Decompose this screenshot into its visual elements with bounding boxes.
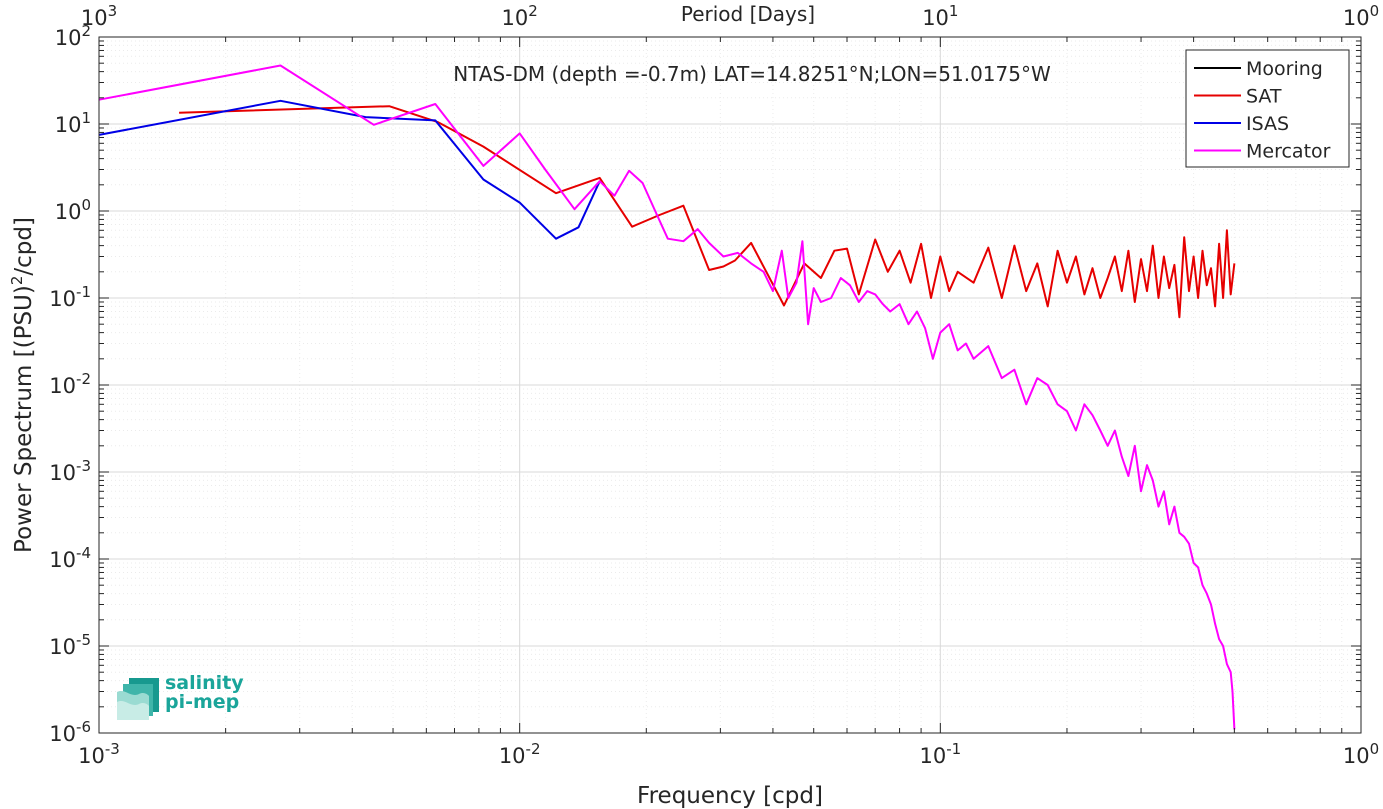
y-tick-label: 101 — [55, 109, 91, 137]
logo-text: salinity pi-mep — [165, 674, 244, 712]
y-tick-label: 10-3 — [49, 457, 91, 485]
ticks-layer — [98, 36, 1362, 734]
legend-box — [1185, 49, 1350, 168]
top-x-tick-label: 103 — [81, 2, 117, 30]
y-tick-label: 10-6 — [49, 718, 91, 746]
top-x-axis-label: Period [Days] — [681, 2, 815, 26]
series-line-isas — [98, 99, 601, 240]
series-layer — [98, 64, 1236, 730]
x-tick-label: 10-2 — [499, 740, 541, 768]
legend-label-isas: ISAS — [1246, 113, 1289, 135]
legend-label-mooring: Mooring — [1246, 58, 1323, 80]
logo-line-2: pi-mep — [165, 691, 240, 713]
y-tick-label: 100 — [55, 196, 91, 224]
x-tick-label: 10-3 — [78, 740, 120, 768]
legend-label-mercator: Mercator — [1246, 141, 1331, 163]
y-tick-label: 10-2 — [49, 370, 91, 398]
legend: Mooring SAT ISAS Mercator — [1185, 49, 1350, 168]
x-tick-label: 10-1 — [919, 740, 961, 768]
top-x-tick-label: 101 — [922, 2, 958, 30]
y-axis-label: Power Spectrum [(PSU)2/cpd] — [8, 217, 37, 553]
y-tick-label: 10-1 — [49, 283, 91, 311]
y-tick-label: 10-5 — [49, 631, 91, 659]
logo-line-1: salinity — [165, 672, 244, 694]
top-x-tick-label: 102 — [502, 2, 538, 30]
x-axis-label: Frequency [cpd] — [637, 783, 823, 809]
legend-label-sat: SAT — [1246, 86, 1282, 108]
chart-title: NTAS-DM (depth =-0.7m) LAT=14.8251°N;LON… — [453, 62, 1051, 86]
y-tick-label: 102 — [55, 22, 91, 50]
top-x-tick-label: 100 — [1343, 2, 1379, 30]
wave-logo-icon — [117, 678, 159, 720]
y-tick-label: 10-4 — [49, 544, 91, 572]
salinity-pi-mep-logo: salinity pi-mep — [115, 672, 255, 722]
series-line-mercator — [98, 64, 1236, 730]
x-tick-label: 100 — [1343, 740, 1379, 768]
series-line-sat — [179, 105, 1236, 319]
